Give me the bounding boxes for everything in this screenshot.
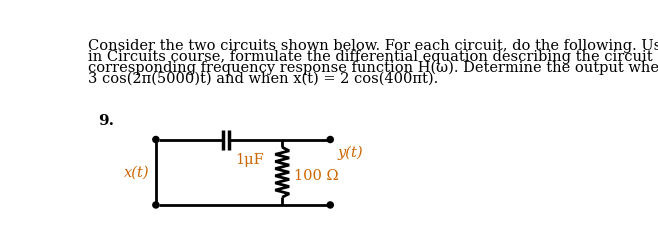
Circle shape xyxy=(328,137,333,142)
Circle shape xyxy=(153,137,159,142)
Text: 3 cos(2π(5000)t) and when x(t) = 2 cos(400πt).: 3 cos(2π(5000)t) and when x(t) = 2 cos(4… xyxy=(88,72,439,86)
Text: 9.: 9. xyxy=(98,114,114,128)
Text: 1μF: 1μF xyxy=(235,153,264,167)
Circle shape xyxy=(153,202,159,208)
Text: x(t): x(t) xyxy=(124,165,149,179)
Text: Consider the two circuits shown below. For each circuit, do the following. Using: Consider the two circuits shown below. F… xyxy=(88,39,658,53)
Circle shape xyxy=(328,202,333,208)
Text: in Circuits course, formulate the differential equation describing the circuit a: in Circuits course, formulate the differ… xyxy=(88,50,658,64)
Text: corresponding frequency response function H(ω). Determine the output when the in: corresponding frequency response functio… xyxy=(88,61,658,75)
Text: 100 Ω: 100 Ω xyxy=(294,169,338,183)
Text: y(t): y(t) xyxy=(338,146,364,160)
